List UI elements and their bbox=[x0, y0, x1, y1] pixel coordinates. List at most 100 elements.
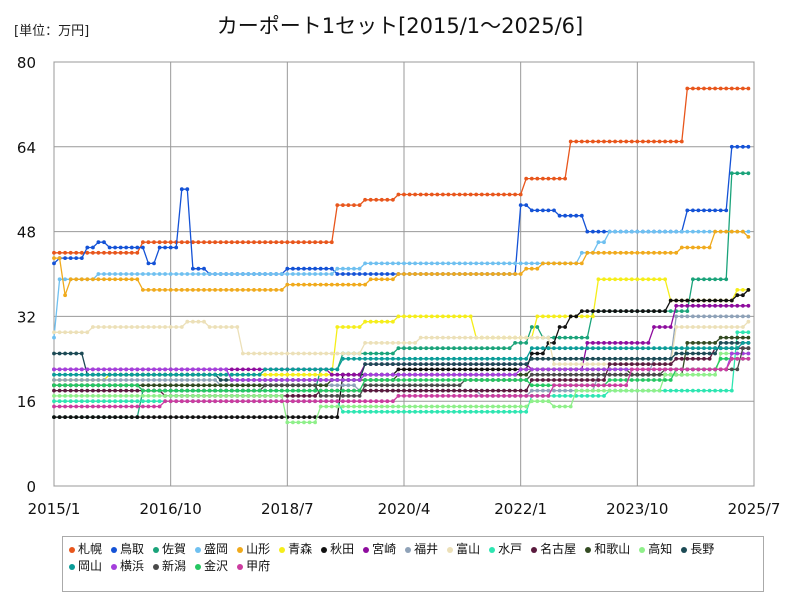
x-tick-label: 2015/1 bbox=[28, 500, 81, 518]
data-point bbox=[746, 341, 751, 345]
data-point bbox=[135, 277, 140, 282]
data-point bbox=[702, 298, 706, 303]
data-point bbox=[318, 378, 323, 382]
data-point bbox=[313, 399, 317, 404]
data-point bbox=[124, 378, 129, 382]
legend-item: 佐賀 bbox=[153, 541, 186, 558]
data-point bbox=[741, 303, 745, 308]
data-point bbox=[713, 388, 717, 393]
data-point bbox=[546, 208, 551, 213]
data-point bbox=[91, 383, 95, 388]
data-point bbox=[296, 351, 301, 356]
data-point bbox=[129, 250, 134, 255]
data-point bbox=[357, 356, 362, 361]
data-point bbox=[213, 288, 218, 292]
data-point bbox=[718, 298, 723, 303]
data-point bbox=[68, 277, 73, 282]
data-point bbox=[285, 372, 290, 377]
data-point bbox=[107, 415, 112, 419]
data-point bbox=[446, 394, 451, 398]
data-point bbox=[563, 378, 567, 382]
data-point bbox=[291, 388, 295, 393]
data-point bbox=[307, 367, 312, 372]
data-point bbox=[63, 372, 67, 377]
data-point bbox=[285, 378, 290, 382]
data-point bbox=[502, 261, 506, 266]
data-point bbox=[63, 330, 67, 335]
data-point bbox=[496, 346, 501, 351]
data-point bbox=[352, 351, 356, 356]
data-point bbox=[379, 351, 384, 356]
data-point bbox=[374, 409, 379, 414]
data-point bbox=[596, 139, 601, 144]
legend-label: 長野 bbox=[690, 542, 715, 556]
data-point bbox=[474, 272, 479, 276]
data-point bbox=[596, 240, 601, 245]
data-point bbox=[368, 378, 373, 382]
data-point bbox=[563, 346, 567, 351]
data-point bbox=[252, 272, 256, 276]
data-point bbox=[524, 341, 529, 345]
data-point bbox=[196, 399, 201, 404]
data-point bbox=[352, 409, 356, 414]
data-point bbox=[524, 176, 529, 181]
data-point bbox=[313, 420, 317, 425]
data-point bbox=[535, 356, 540, 361]
data-point bbox=[596, 383, 601, 388]
data-point bbox=[363, 282, 367, 287]
data-point bbox=[668, 298, 673, 303]
data-point bbox=[396, 367, 401, 372]
data-point bbox=[157, 399, 162, 404]
data-point bbox=[57, 399, 62, 404]
data-point bbox=[435, 356, 440, 361]
data-point bbox=[391, 404, 395, 409]
data-point bbox=[96, 404, 101, 409]
data-point bbox=[79, 330, 84, 335]
data-point bbox=[118, 388, 123, 393]
data-point bbox=[491, 388, 495, 393]
data-point bbox=[441, 362, 445, 366]
data-point bbox=[596, 309, 601, 313]
data-point bbox=[174, 372, 179, 377]
data-point bbox=[296, 266, 301, 271]
data-point bbox=[168, 245, 173, 250]
data-point bbox=[568, 388, 573, 393]
data-point bbox=[63, 388, 67, 393]
data-point bbox=[346, 404, 351, 409]
data-point bbox=[702, 245, 706, 250]
data-point bbox=[329, 351, 334, 356]
data-point bbox=[368, 383, 373, 388]
data-point bbox=[652, 229, 656, 234]
data-point bbox=[313, 372, 317, 377]
data-point bbox=[424, 261, 429, 266]
data-point bbox=[379, 261, 384, 266]
data-point bbox=[702, 372, 706, 377]
data-point bbox=[418, 261, 423, 266]
data-point bbox=[91, 394, 95, 398]
data-point bbox=[329, 415, 334, 419]
data-point bbox=[446, 378, 451, 382]
data-point bbox=[696, 346, 701, 351]
data-point bbox=[541, 388, 545, 393]
data-point bbox=[446, 367, 451, 372]
data-point bbox=[402, 383, 406, 388]
data-point bbox=[635, 388, 640, 393]
data-point bbox=[741, 346, 745, 351]
data-point bbox=[513, 335, 517, 340]
data-point bbox=[441, 192, 445, 197]
data-point bbox=[607, 341, 612, 345]
data-point bbox=[646, 309, 651, 313]
data-point bbox=[635, 372, 640, 377]
data-point bbox=[52, 250, 56, 255]
series-横浜 bbox=[52, 351, 751, 382]
data-point bbox=[157, 404, 162, 409]
data-point bbox=[229, 378, 234, 382]
data-point bbox=[641, 346, 645, 351]
data-point bbox=[107, 399, 112, 404]
data-point bbox=[146, 372, 151, 377]
data-point bbox=[424, 362, 429, 366]
data-point bbox=[196, 266, 201, 271]
data-point bbox=[179, 383, 184, 388]
data-point bbox=[663, 356, 667, 361]
data-point bbox=[379, 356, 384, 361]
